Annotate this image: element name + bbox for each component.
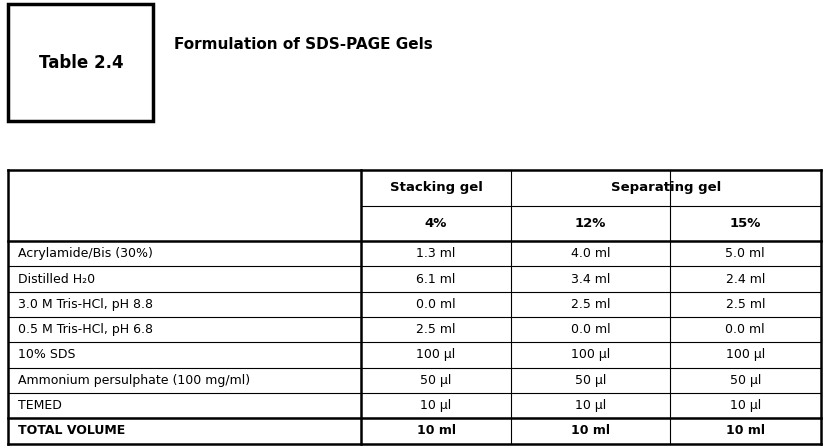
Text: 0.0 ml: 0.0 ml bbox=[570, 323, 609, 336]
Text: Stacking gel: Stacking gel bbox=[389, 181, 482, 194]
Text: 50 μl: 50 μl bbox=[420, 374, 451, 387]
Text: TEMED: TEMED bbox=[18, 399, 62, 412]
Text: 50 μl: 50 μl bbox=[729, 374, 760, 387]
Text: 2.4 ml: 2.4 ml bbox=[724, 272, 764, 285]
Text: TOTAL VOLUME: TOTAL VOLUME bbox=[18, 424, 125, 437]
Text: 6.1 ml: 6.1 ml bbox=[416, 272, 455, 285]
Text: 10% SDS: 10% SDS bbox=[18, 349, 75, 362]
Text: 100 μl: 100 μl bbox=[570, 349, 609, 362]
Text: 4.0 ml: 4.0 ml bbox=[570, 247, 609, 260]
Text: 3.0 M Tris-HCl, pH 8.8: 3.0 M Tris-HCl, pH 8.8 bbox=[18, 298, 153, 311]
Text: 12%: 12% bbox=[575, 217, 605, 230]
Text: 0.0 ml: 0.0 ml bbox=[724, 323, 764, 336]
Text: Acrylamide/Bis (30%): Acrylamide/Bis (30%) bbox=[18, 247, 153, 260]
Text: 10 ml: 10 ml bbox=[724, 424, 764, 437]
Text: 50 μl: 50 μl bbox=[575, 374, 605, 387]
Text: 3.4 ml: 3.4 ml bbox=[570, 272, 609, 285]
FancyBboxPatch shape bbox=[8, 4, 153, 121]
Text: 100 μl: 100 μl bbox=[416, 349, 455, 362]
Text: 10 μl: 10 μl bbox=[420, 399, 451, 412]
Text: 15%: 15% bbox=[729, 217, 760, 230]
Text: 5.0 ml: 5.0 ml bbox=[724, 247, 764, 260]
Text: 100 μl: 100 μl bbox=[724, 349, 764, 362]
Text: 10 ml: 10 ml bbox=[416, 424, 455, 437]
Text: 1.3 ml: 1.3 ml bbox=[416, 247, 455, 260]
Text: Separating gel: Separating gel bbox=[610, 181, 720, 194]
Text: 10 ml: 10 ml bbox=[570, 424, 609, 437]
Text: 2.5 ml: 2.5 ml bbox=[724, 298, 764, 311]
Text: Ammonium persulphate (100 mg/ml): Ammonium persulphate (100 mg/ml) bbox=[18, 374, 250, 387]
Text: Table 2.4: Table 2.4 bbox=[38, 54, 123, 72]
Text: Distilled H₂0: Distilled H₂0 bbox=[18, 272, 95, 285]
Text: 10 μl: 10 μl bbox=[729, 399, 760, 412]
Text: 4%: 4% bbox=[425, 217, 446, 230]
Text: 2.5 ml: 2.5 ml bbox=[570, 298, 609, 311]
Text: Formulation of SDS-PAGE Gels: Formulation of SDS-PAGE Gels bbox=[174, 37, 432, 52]
Text: 0.5 M Tris-HCl, pH 6.8: 0.5 M Tris-HCl, pH 6.8 bbox=[18, 323, 153, 336]
Text: 2.5 ml: 2.5 ml bbox=[416, 323, 455, 336]
Text: 0.0 ml: 0.0 ml bbox=[416, 298, 455, 311]
Text: 10 μl: 10 μl bbox=[575, 399, 605, 412]
